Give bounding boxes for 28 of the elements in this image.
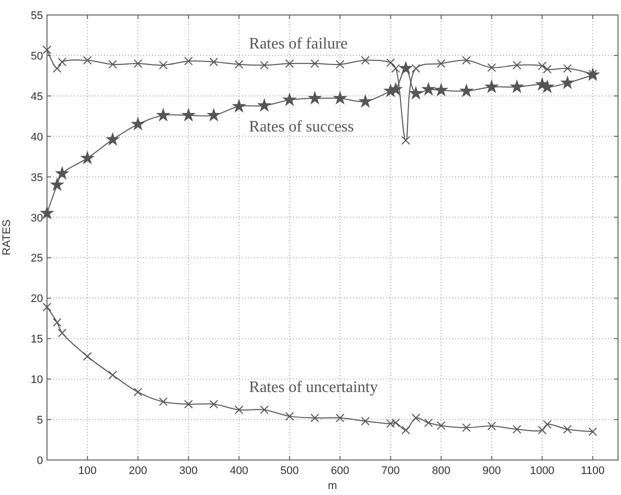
x-tick-label: 800 (432, 465, 450, 477)
series-label: Rates of success (249, 118, 354, 136)
y-tick-label: 15 (30, 334, 43, 346)
series-label: Rates of uncertainty (249, 378, 378, 396)
y-tick-label: 50 (30, 50, 43, 62)
x-tick-label: 300 (179, 465, 198, 477)
x-tick-label: 600 (330, 465, 350, 477)
y-tick-label: 10 (30, 374, 43, 386)
x-tick-label: 100 (78, 465, 97, 477)
x-axis-title: m (328, 480, 338, 492)
y-tick-label: 25 (30, 252, 43, 265)
x-tick-label: 900 (482, 465, 501, 477)
y-tick-label: 40 (30, 131, 43, 144)
y-tick-label: 0 (36, 455, 43, 467)
x-tick-label: 1100 (580, 465, 605, 477)
x-tick-label: 700 (381, 465, 400, 477)
series-label: Rates of failure (249, 35, 348, 52)
y-tick-label: 20 (30, 293, 43, 306)
y-tick-label: 5 (36, 414, 43, 427)
x-tick-label: 400 (230, 465, 248, 477)
y-tick-label: 45 (30, 90, 43, 103)
y-tick-label: 55 (30, 10, 43, 22)
x-tick-label: 500 (280, 465, 299, 477)
y-tick-label: 35 (30, 172, 43, 184)
y-tick-label: 30 (30, 212, 43, 224)
y-axis-title: RATES (1, 220, 13, 256)
x-tick-label: 200 (128, 465, 148, 477)
x-tick-label: 1000 (530, 465, 554, 477)
